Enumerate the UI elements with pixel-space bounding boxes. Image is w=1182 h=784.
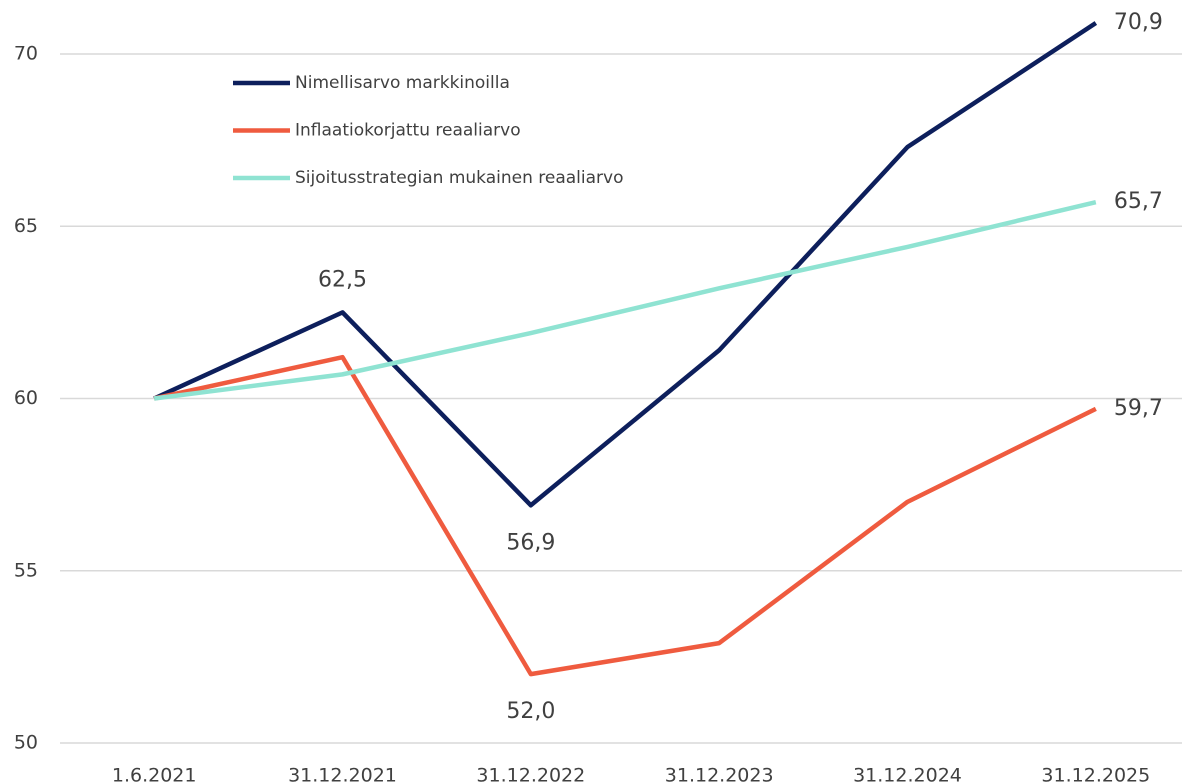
data-label: 62,5 (318, 267, 367, 292)
legend-label: Inflaatiokorjattu reaaliarvo (295, 121, 521, 141)
x-tick-label: 31.12.2022 (476, 765, 585, 784)
series-line (153, 354, 1097, 677)
x-tick-label: 31.12.2021 (288, 765, 397, 784)
x-tick-label: 31.12.2024 (853, 765, 962, 784)
data-label: 70,9 (1114, 10, 1163, 35)
y-tick-label: 60 (14, 387, 38, 409)
data-label: 52,0 (506, 699, 555, 724)
y-tick-label: 55 (14, 559, 38, 581)
y-tick-label: 65 (14, 215, 38, 237)
y-tick-label: 50 (14, 732, 38, 754)
series-line (153, 21, 1098, 508)
legend-label: Sijoitusstrategian mukainen reaaliarvo (295, 168, 623, 188)
x-tick-label: 31.12.2023 (665, 765, 774, 784)
data-label: 56,9 (506, 530, 555, 555)
legend-label: Nimellisarvo markkinoilla (295, 73, 510, 93)
series-line (153, 199, 1097, 401)
data-label: 65,7 (1114, 189, 1163, 214)
x-tick-label: 1.6.2021 (112, 765, 197, 784)
data-label: 59,7 (1114, 396, 1163, 421)
x-tick-label: 31.12.2025 (1041, 765, 1150, 784)
y-tick-label: 70 (14, 43, 38, 65)
